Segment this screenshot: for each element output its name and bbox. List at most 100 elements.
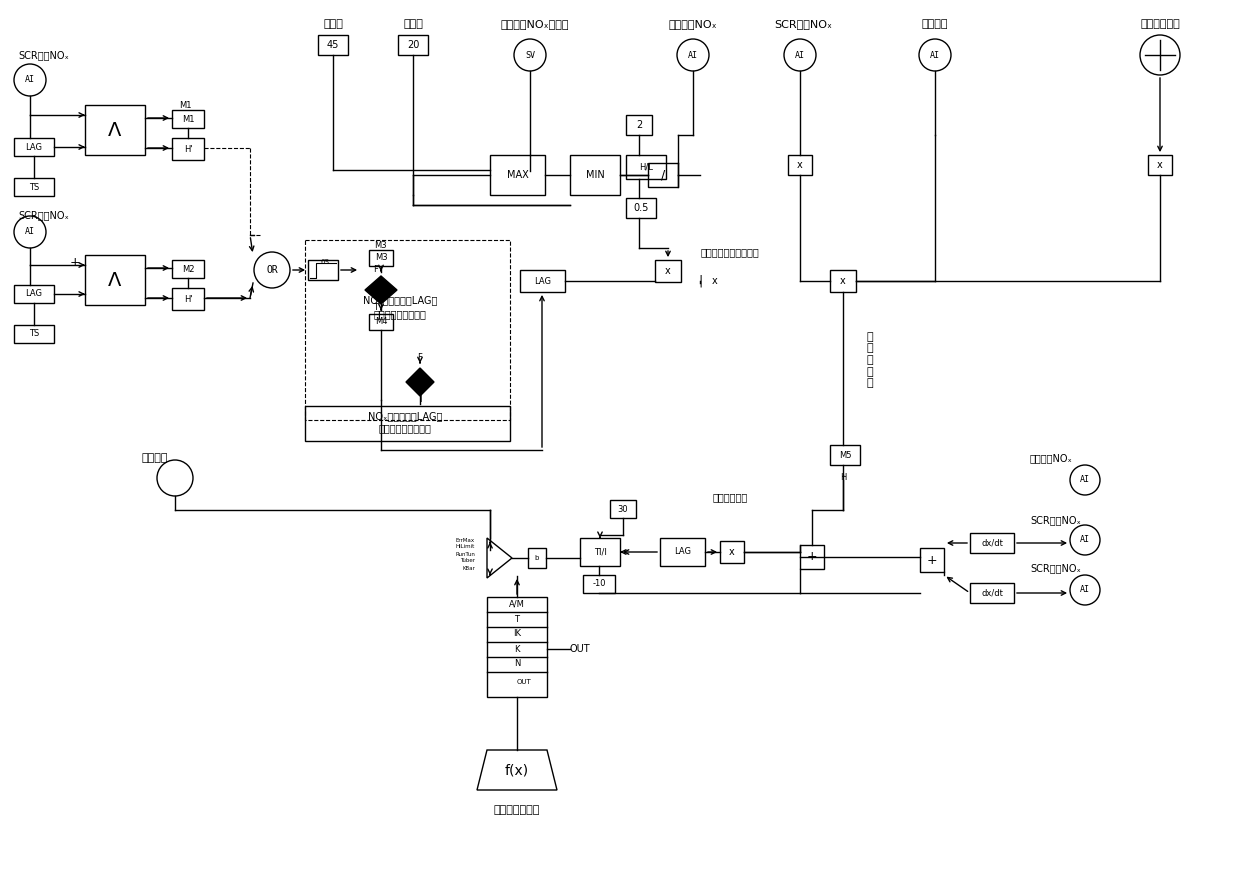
Bar <box>369 314 393 330</box>
Text: b: b <box>535 555 539 561</box>
Text: 45: 45 <box>327 40 339 50</box>
Bar <box>800 545 824 569</box>
Text: Λ: Λ <box>108 121 121 140</box>
Text: M3: M3 <box>374 253 388 262</box>
Text: H': H' <box>183 295 192 303</box>
Bar <box>648 163 678 187</box>
Bar <box>788 155 812 175</box>
Text: 同参数为快速动作值: 同参数为快速动作值 <box>379 423 431 433</box>
Text: AI: AI <box>1080 586 1090 594</box>
Text: 6S: 6S <box>321 259 330 265</box>
Text: 烟气流量: 烟气流量 <box>922 19 948 29</box>
Bar <box>172 138 204 160</box>
Text: F: F <box>374 266 378 274</box>
Bar <box>660 538 705 566</box>
Text: LAG: LAG <box>26 142 42 151</box>
Text: M1: M1 <box>182 114 195 123</box>
Text: x: x <box>729 547 735 557</box>
Bar <box>318 35 348 55</box>
Bar <box>14 138 55 156</box>
Text: +: + <box>69 256 81 269</box>
Bar <box>570 155 620 195</box>
Text: AI: AI <box>1080 475 1090 484</box>
Bar <box>626 115 652 135</box>
Text: dx/dt: dx/dt <box>981 588 1002 598</box>
Bar <box>720 541 743 563</box>
Text: OUT: OUT <box>517 679 532 685</box>
Text: SCR入口NOₓ: SCR入口NOₓ <box>19 50 69 60</box>
Bar <box>85 105 145 155</box>
Bar <box>172 288 204 310</box>
Text: H': H' <box>183 144 192 154</box>
Text: x: x <box>1157 160 1163 170</box>
Text: +: + <box>807 551 818 564</box>
Bar <box>14 285 55 303</box>
Text: +: + <box>927 553 938 566</box>
Text: AI: AI <box>25 75 35 85</box>
Text: LAG: LAG <box>534 276 551 286</box>
Text: SCR入口NOₓ: SCR入口NOₓ <box>774 19 833 29</box>
Bar <box>305 406 510 441</box>
Bar <box>1149 155 1172 175</box>
Text: H: H <box>840 474 846 482</box>
Text: -10: -10 <box>592 579 606 588</box>
Text: AI: AI <box>930 51 940 59</box>
Text: 喷氨流量: 喷氨流量 <box>141 453 169 463</box>
Bar <box>610 500 636 518</box>
Text: 低限值: 低限值 <box>403 19 422 29</box>
Text: LAG: LAG <box>26 289 42 299</box>
Text: 20: 20 <box>406 40 419 50</box>
Text: F: F <box>418 353 422 363</box>
Bar <box>520 270 565 292</box>
Text: 脱硫出口NOₓ: 脱硫出口NOₓ <box>1030 453 1073 463</box>
Text: 氨
气
需
求
量: 氨 气 需 求 量 <box>867 332 873 388</box>
Text: 0.5: 0.5 <box>633 203 649 213</box>
Text: f(x): f(x) <box>506 763 529 777</box>
Text: Tuber: Tuber <box>460 558 475 564</box>
Text: x: x <box>840 276 846 286</box>
Text: x: x <box>797 160 803 170</box>
Text: 脱硫出口NOₓ: 脱硫出口NOₓ <box>669 19 717 29</box>
Text: MIN: MIN <box>586 170 605 180</box>
Text: ErrMax: ErrMax <box>456 538 475 543</box>
Bar <box>580 538 620 566</box>
Text: M5: M5 <box>839 450 851 460</box>
Bar <box>85 255 145 305</box>
Bar <box>626 198 655 218</box>
Text: SCR出口NOₓ: SCR出口NOₓ <box>1030 563 1080 573</box>
Bar <box>830 445 860 465</box>
Text: IK: IK <box>513 629 522 639</box>
Bar <box>921 548 944 572</box>
Text: AI: AI <box>25 227 35 237</box>
Text: |: | <box>698 274 703 288</box>
Text: 2: 2 <box>636 120 642 130</box>
Bar <box>172 110 204 128</box>
Text: /: / <box>660 169 665 182</box>
Bar <box>309 260 338 280</box>
Text: MAX: MAX <box>507 170 528 180</box>
Text: dx/dt: dx/dt <box>981 538 1002 547</box>
Text: A/M: A/M <box>509 600 525 608</box>
Bar <box>14 325 55 343</box>
Text: 喷氨流量调节阀: 喷氨流量调节阀 <box>494 805 540 815</box>
Text: TI/I: TI/I <box>593 547 606 557</box>
Text: SCR出口NOₓ: SCR出口NOₓ <box>19 210 69 220</box>
Text: NOₓ降低时，将LAG时: NOₓ降低时，将LAG时 <box>363 295 437 305</box>
Bar <box>970 583 1014 603</box>
Bar <box>487 597 546 697</box>
Text: HiLimit: HiLimit <box>456 545 475 550</box>
Text: TS: TS <box>28 329 40 338</box>
Text: M4: M4 <box>374 317 388 327</box>
Text: I: I <box>419 396 421 405</box>
Bar <box>172 260 204 278</box>
Bar <box>305 240 510 420</box>
Text: M1: M1 <box>178 101 191 109</box>
Text: 30: 30 <box>618 504 628 514</box>
Text: 脱硝效率需求: 脱硝效率需求 <box>1140 19 1180 29</box>
Bar <box>626 155 667 179</box>
Polygon shape <box>406 368 434 396</box>
Text: T: T <box>514 614 519 623</box>
Bar <box>970 533 1014 553</box>
Text: 间参数为止常动作值: 间参数为止常动作值 <box>374 309 426 319</box>
Text: NOₓ增加时，将LAG时: NOₓ增加时，将LAG时 <box>368 411 442 421</box>
